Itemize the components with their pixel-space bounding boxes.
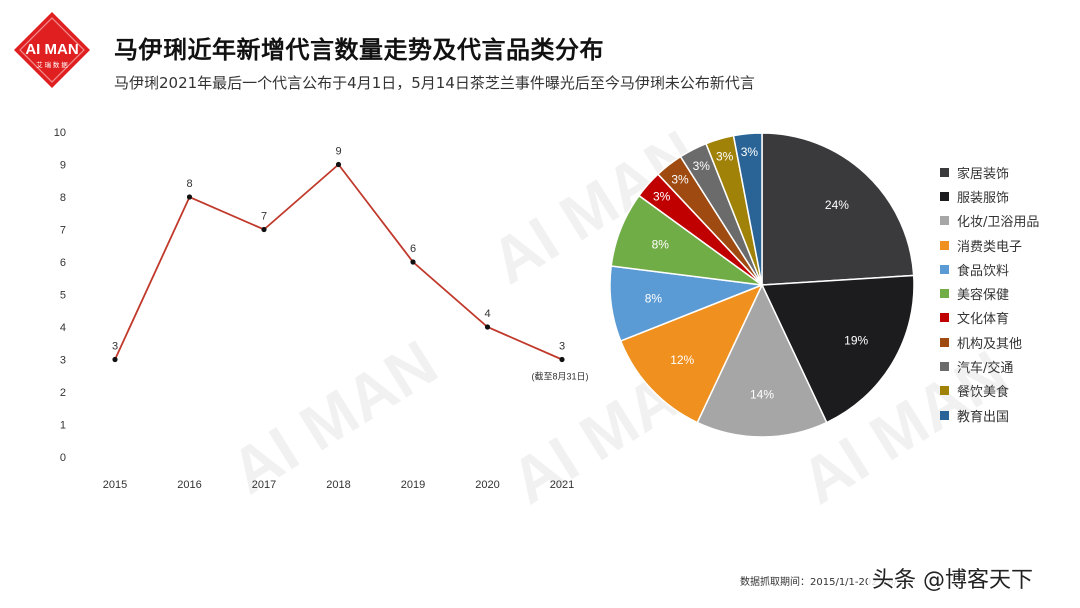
y-tick-label: 6 — [60, 257, 66, 269]
data-point — [410, 259, 416, 265]
data-source-note: 数据抓取期间：2015/1/1-2021/8/31 — [740, 577, 910, 588]
legend-item: 汽车/交通 — [940, 354, 1039, 378]
data-point — [112, 356, 118, 363]
slice-label: 14% — [750, 387, 774, 401]
slice-label: 3% — [653, 190, 671, 204]
y-tick-label: 1 — [60, 420, 66, 432]
slice-label: 3% — [741, 145, 759, 159]
y-tick-label: 5 — [60, 290, 66, 302]
x-tick-label: 2021 — [550, 479, 574, 491]
legend-item: 美容保健 — [940, 281, 1039, 305]
page-subtitle: 马伊琍2021年最后一个代言公布于4月1日，5月14日茶芝兰事件曝光后至今马伊琍… — [114, 74, 755, 92]
legend-swatch — [940, 264, 949, 274]
legend-label: 教育出国 — [957, 409, 1010, 425]
legend-label: 机构及其他 — [957, 336, 1023, 352]
legend-swatch — [940, 362, 949, 372]
data-point — [261, 226, 267, 233]
legend-label: 消费类电子 — [957, 239, 1023, 255]
legend-swatch — [940, 386, 949, 396]
data-label: 8 — [186, 178, 192, 190]
legend-swatch — [940, 313, 949, 323]
y-tick-label: 3 — [60, 355, 66, 367]
data-label: 6 — [410, 243, 416, 255]
legend-label: 美容保健 — [957, 288, 1010, 304]
legend-item: 文化体育 — [940, 306, 1039, 330]
data-label: 9 — [335, 146, 341, 158]
legend-swatch — [940, 216, 949, 226]
x-tick-label: 2019 — [401, 479, 425, 491]
slice-label: 3% — [693, 159, 711, 173]
slice-label: 12% — [670, 353, 694, 367]
pie-slice — [696, 283, 828, 438]
legend-swatch — [940, 191, 949, 201]
x-tick-label: 2015 — [103, 479, 127, 491]
y-tick-label: 8 — [60, 192, 66, 204]
data-label: 3 — [559, 341, 565, 353]
legend-label: 餐饮美食 — [957, 385, 1010, 401]
y-tick-label: 4 — [60, 322, 66, 334]
data-label: 7 — [261, 211, 267, 223]
slice-label: 24% — [825, 198, 849, 212]
legend-item: 机构及其他 — [940, 330, 1039, 354]
y-tick-label: 10 — [54, 127, 66, 139]
line-chart: 0 1 2 3 4 5 6 7 8 9 10 2015 2016 2017 2018 2019 2020 2021… — [54, 127, 589, 491]
logo-text: AI MAN — [25, 41, 78, 58]
pie-slice — [760, 274, 915, 424]
pie-slice — [732, 132, 763, 286]
slice-label: 8% — [645, 292, 663, 306]
legend-label: 汽车/交通 — [957, 361, 1014, 377]
pie-legend: 家居装饰服装服饰化妆/卫浴用品 消费类电子食品饮料美容保健文化体育机构及其他汽车/… — [940, 160, 1039, 427]
x-tick-label: 2018 — [326, 479, 350, 491]
legend-item: 消费类电子 — [940, 233, 1039, 257]
legend-label: 家居装饰 — [957, 166, 1010, 182]
slice-label: 3% — [716, 150, 734, 164]
annotation-label: (截至8月31日) — [531, 371, 588, 382]
pie-slice — [619, 283, 764, 424]
legend-label: 服装服饰 — [957, 190, 1010, 206]
legend-item: 食品饮料 — [940, 257, 1039, 281]
legend-item: 家居装饰 — [940, 160, 1039, 184]
pie-chart: 24%19%14%12%8%8%3%3%3%3% 3% — [609, 132, 915, 438]
legend-item: 化妆/卫浴用品 — [940, 209, 1039, 233]
pie-slice — [761, 132, 915, 286]
slice-label: 19% — [844, 334, 868, 348]
legend-item: 餐饮美食 — [940, 379, 1039, 403]
data-point — [186, 194, 193, 200]
y-tick-label: 0 — [60, 452, 66, 464]
y-tick-label: 2 — [60, 387, 66, 399]
legend-swatch — [940, 167, 949, 177]
series-line — [114, 163, 563, 361]
data-label: 3 — [112, 341, 118, 353]
data-point — [484, 324, 491, 330]
legend-swatch — [940, 410, 949, 420]
legend-swatch — [940, 289, 949, 299]
toutiao-watermark: 头条 @博客天下 — [868, 562, 1037, 594]
legend-item: 服装服饰 — [940, 184, 1039, 208]
x-tick-label: 2017 — [252, 479, 276, 491]
legend-item: 教育出国 — [940, 403, 1039, 427]
logo-subtext: 艾 瑞 数 据 — [36, 60, 68, 69]
y-tick-label: 7 — [60, 225, 66, 237]
legend-swatch — [940, 240, 949, 250]
data-point — [335, 161, 342, 168]
legend-label: 文化体育 — [957, 312, 1010, 328]
y-tick-label: 9 — [60, 160, 66, 172]
slice-label: 3% — [671, 172, 689, 186]
slice-label: 8% — [652, 238, 670, 252]
brand-logo: AI MAN 艾 瑞 数 据 — [14, 12, 90, 88]
x-tick-label: 2016 — [177, 479, 201, 491]
legend-label: 化妆/卫浴用品 — [957, 215, 1040, 231]
legend-swatch — [940, 337, 949, 347]
legend-label: 食品饮料 — [957, 263, 1010, 279]
x-tick-label: 2020 — [475, 479, 499, 491]
page-title: 马伊琍近年新增代言数量走势及代言品类分布 — [114, 36, 604, 64]
data-point — [559, 356, 565, 363]
data-label: 4 — [484, 308, 490, 320]
